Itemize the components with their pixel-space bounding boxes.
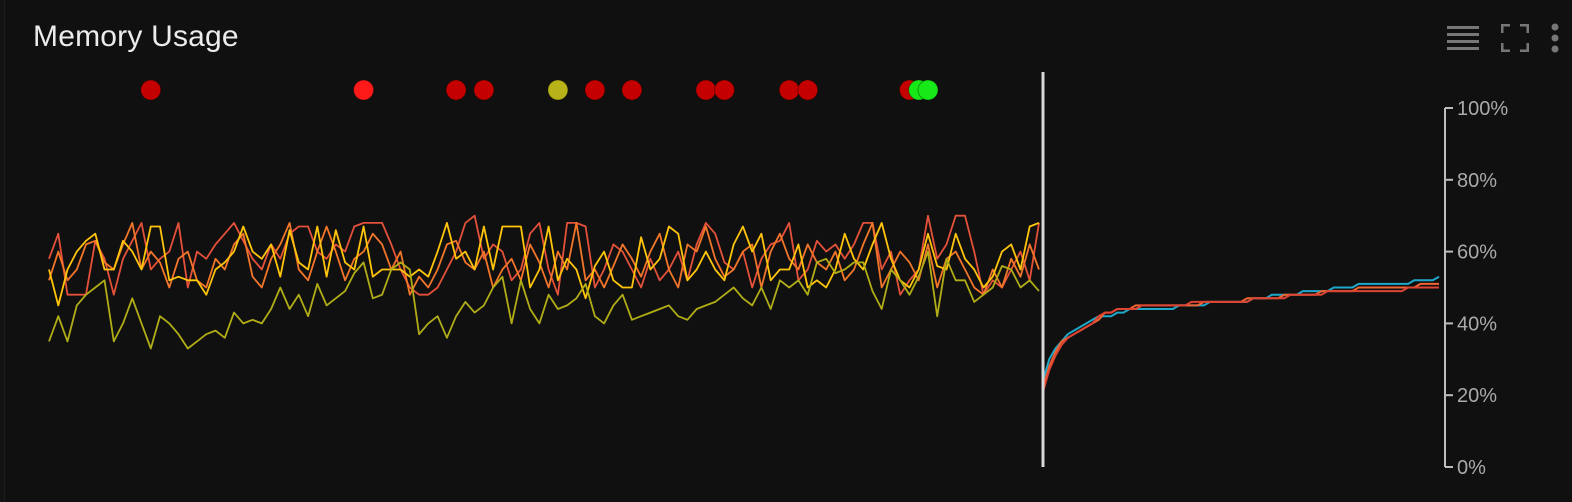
event-marker-warning[interactable]	[547, 79, 569, 101]
event-marker-critical[interactable]	[445, 79, 467, 101]
forecast-series-line-1	[1042, 275, 1440, 382]
event-marker-ok[interactable]	[917, 79, 939, 101]
memory-usage-chart: 0% 20% 40% 60% 80% 100%	[48, 72, 1508, 479]
fullscreen-icon[interactable]	[1501, 24, 1529, 52]
more-vert-icon[interactable]	[1551, 23, 1559, 53]
event-marker-critical[interactable]	[778, 79, 800, 101]
event-marker-critical[interactable]	[473, 79, 495, 101]
event-marker-critical[interactable]	[621, 79, 643, 101]
y-tick-label: 60%	[1457, 242, 1497, 264]
event-marker-critical[interactable]	[695, 79, 717, 101]
event-marker-critical[interactable]	[713, 79, 735, 101]
forecast-series-line-2	[1042, 282, 1439, 389]
panel-title: Memory Usage	[33, 20, 239, 53]
y-tick-label: 80%	[1457, 170, 1497, 192]
event-marker-critical[interactable]	[797, 79, 819, 101]
y-tick-label: 40%	[1457, 313, 1497, 335]
event-marker-critical-bright[interactable]	[353, 79, 375, 101]
memory-usage-panel: Memory Usage 0% 20% 40% 60% 80% 100%	[4, 0, 1572, 502]
y-tick-label: 20%	[1457, 385, 1497, 407]
history-series-line-3	[48, 221, 1040, 307]
legend-list-icon[interactable]	[1447, 24, 1479, 52]
panel-toolbar	[1447, 20, 1559, 56]
event-marker-critical[interactable]	[140, 79, 162, 101]
forecast-series-line-3	[1042, 286, 1439, 392]
y-tick-label: 0%	[1457, 457, 1486, 479]
event-marker-critical[interactable]	[584, 79, 606, 101]
y-tick-label: 100%	[1457, 98, 1508, 120]
history-series-line-2	[48, 221, 1040, 296]
history-series-line-4	[48, 250, 1040, 350]
